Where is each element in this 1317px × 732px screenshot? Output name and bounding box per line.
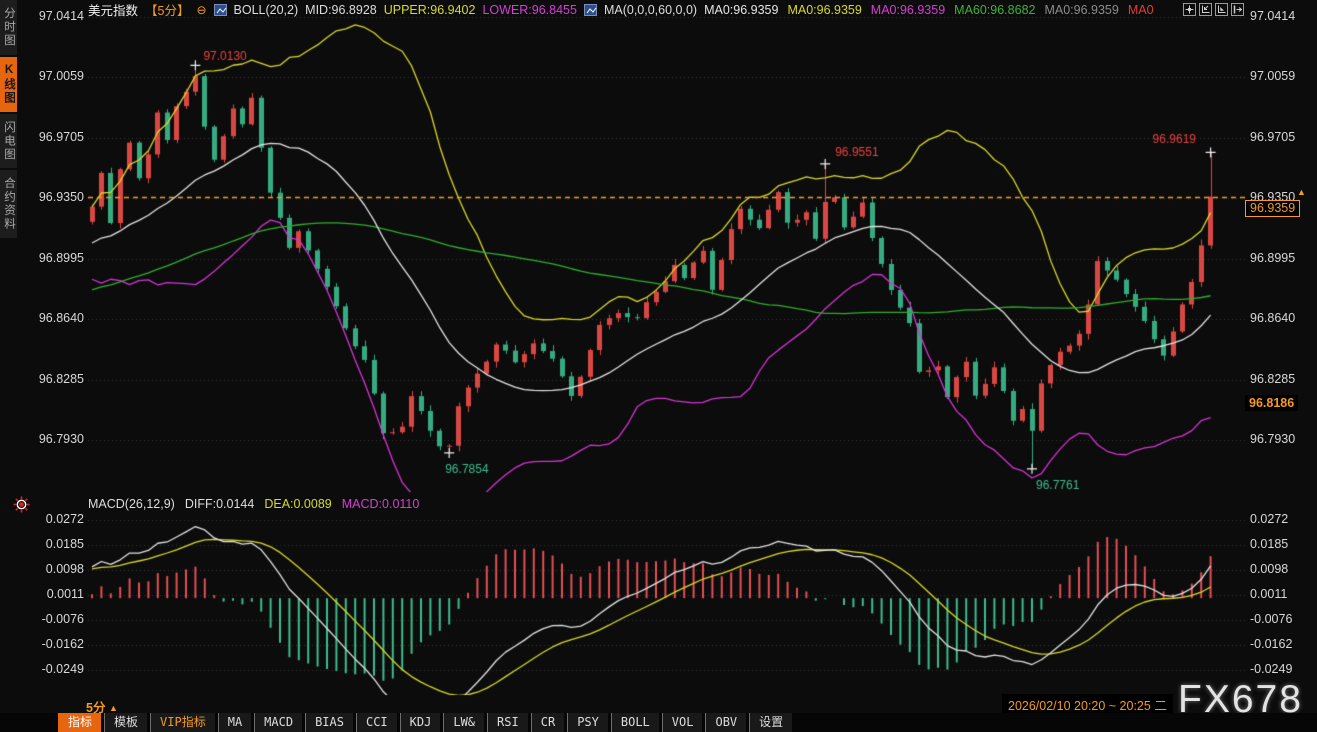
- boll-upper-value: UPPER:96.9402: [383, 2, 476, 17]
- y-axis-label: 0.0011: [46, 587, 84, 601]
- boll-lower-value: LOWER:96.8455: [482, 2, 577, 17]
- y-axis-label: 97.0414: [1250, 9, 1296, 23]
- ma-value: MA0:96.9359: [704, 2, 779, 17]
- footer-tab[interactable]: RSI: [487, 713, 528, 732]
- chart-toolbar-icons: [1183, 3, 1244, 16]
- y-axis-label: -0.0249: [41, 661, 84, 676]
- macd-header: MACD(26,12,9) DIFF:0.0144 DEA:0.0089 MAC…: [88, 497, 419, 511]
- y-axis-label: 96.9350: [38, 190, 84, 205]
- symbol-name: 美元指数: [88, 4, 139, 18]
- footer-period-label: 5分: [86, 701, 106, 715]
- y-axis-label: 96.9705: [1250, 129, 1296, 144]
- sidebar-item[interactable]: 分时图: [0, 0, 17, 55]
- left-sidebar: 分时图 K线图 闪电图合约资料: [0, 0, 17, 240]
- y-axis-label: -0.0076: [41, 612, 84, 626]
- y-axis-label: 96.7930: [1250, 432, 1296, 446]
- footer-tab[interactable]: 设置: [749, 713, 793, 732]
- footer-tab[interactable]: VIP指标: [150, 713, 215, 732]
- y-axis-label: 0.0011: [1250, 587, 1288, 601]
- y-axis-label: 96.7930: [38, 432, 84, 446]
- y-axis-label: 0.0272: [1250, 512, 1289, 526]
- zoom-in-axis-icon[interactable]: [1215, 3, 1228, 16]
- y-axis-label: 96.8640: [38, 311, 84, 326]
- collapse-icon[interactable]: ⊖: [196, 2, 207, 17]
- footer-tab[interactable]: MA: [217, 713, 252, 732]
- boll-label: BOLL(20,2): [233, 2, 299, 17]
- ma-value: MA60:96.8682: [954, 2, 1036, 17]
- time-range-label: 2026/02/10 20:20 ~ 20:25 二: [1002, 694, 1173, 715]
- zoom-out-axis-icon[interactable]: [1199, 3, 1212, 16]
- y-axis-label: 96.8285: [1250, 371, 1296, 386]
- price-up-arrow-icon: ▲: [1297, 186, 1306, 197]
- y-axis-label: 0.0098: [45, 562, 84, 576]
- y-axis-label: 96.8995: [38, 250, 84, 265]
- footer-tab[interactable]: CR: [530, 713, 565, 732]
- chart-header: 美元指数 【5分】 ⊖ BOLL(20,2) MID:96.8928 UPPER…: [88, 2, 1154, 19]
- marker-sun-icon[interactable]: [13, 496, 30, 518]
- ma-label: MA(0,0,0,60,0,0): [603, 2, 698, 17]
- y-axis-label: 97.0414: [38, 9, 84, 23]
- ma-value: MA0:96.9359: [870, 2, 946, 17]
- y-axis-label: -0.0249: [1250, 661, 1293, 676]
- current-price-tag: 96.9359: [1245, 199, 1301, 217]
- crosshair-icon[interactable]: [1183, 3, 1196, 16]
- footer-tab[interactable]: MACD: [254, 713, 303, 732]
- sidebar-item[interactable]: K线图: [0, 56, 17, 112]
- footer-period-arrow-icon: ▲: [108, 703, 118, 713]
- y-axis-label: 96.8640: [1250, 311, 1296, 326]
- y-axis-label: 0.0185: [45, 537, 84, 551]
- y-axis-label: -0.0076: [1250, 612, 1293, 626]
- footer-tab[interactable]: VOL: [661, 713, 703, 732]
- footer-tab[interactable]: OBV: [705, 713, 747, 732]
- y-axis-label: 96.8995: [1250, 250, 1296, 265]
- y-axis-label: -0.0162: [1250, 636, 1293, 651]
- y-axis-label: 0.0272: [45, 512, 84, 526]
- ma-legend-icon[interactable]: [583, 3, 597, 16]
- period-badge: 【5分】: [145, 4, 190, 18]
- boll-legend-icon[interactable]: [213, 3, 227, 16]
- secondary-price-tag: 96.8186: [1245, 395, 1299, 411]
- footer-tab[interactable]: LW&: [443, 713, 485, 732]
- footer-period-selector[interactable]: 5分 ▲: [86, 697, 118, 716]
- sidebar-item[interactable]: 合约资料: [0, 170, 17, 238]
- y-axis-label: 97.0059: [1250, 69, 1296, 84]
- y-axis-label: 97.0059: [38, 69, 84, 84]
- shift-right-icon[interactable]: [1231, 3, 1244, 16]
- footer-tab[interactable]: BIAS: [305, 713, 353, 732]
- macd-dea-value: DEA:0.0089: [264, 497, 332, 511]
- macd-macd-value: MACD:0.0110: [341, 497, 420, 511]
- y-axis-label: 96.9705: [38, 129, 84, 144]
- footer-toolbar: 指标 模板 VIP指标 MA MACD BIAS CCI KDJ LW& RSI CR PSY BOLL…: [0, 713, 1317, 732]
- y-axis-label: 0.0098: [1250, 562, 1289, 576]
- footer-tab[interactable]: BOLL: [610, 713, 659, 732]
- footer-tab[interactable]: 模板: [104, 713, 148, 732]
- footer-tab[interactable]: 指标: [58, 713, 102, 732]
- footer-tab[interactable]: PSY: [567, 713, 608, 732]
- macd-label: MACD(26,12,9): [88, 497, 175, 511]
- y-axis-label: 0.0185: [1250, 537, 1289, 551]
- boll-mid-value: MID:96.8928: [305, 2, 377, 17]
- y-axis-label: -0.0162: [41, 636, 84, 651]
- footer-tab[interactable]: CCI: [355, 713, 397, 732]
- ma-value: MA0: [1127, 2, 1154, 17]
- footer-tab[interactable]: KDJ: [399, 713, 441, 732]
- sidebar-item[interactable]: 闪电图: [0, 113, 17, 168]
- y-axis-label: 96.8285: [38, 371, 84, 386]
- ma-value: MA0:96.9359: [1044, 2, 1119, 17]
- ma-value: MA0:96.9359: [787, 2, 862, 17]
- ma-values-group: MA0:96.9359 MA0:96.9359 MA0:96.9359 MA60:96…: [704, 3, 1153, 17]
- macd-diff-value: DIFF:0.0144: [184, 497, 255, 511]
